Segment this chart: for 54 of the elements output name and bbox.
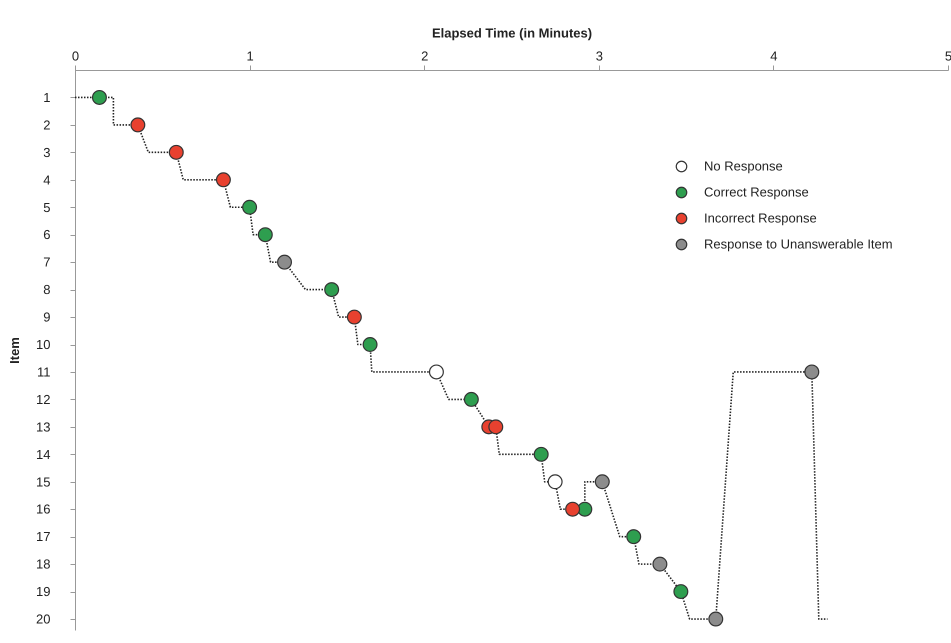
y-tick-label: 6 [43,227,50,242]
point [428,364,444,380]
legend-label: Incorrect Response [704,210,817,226]
point [346,310,362,325]
y-tick-label: 15 [36,474,50,490]
y-tick-label: 11 [37,364,50,380]
point [324,282,340,298]
x-tick-label: 4 [770,48,778,64]
point [577,502,592,517]
y-tick-label: 5 [43,200,50,215]
legend-label: No Response [704,158,783,174]
point [565,502,580,517]
point [92,90,107,105]
y-tick-label: 13 [36,419,50,434]
y-tick-label: 2 [43,117,50,132]
y-tick-label: 16 [36,502,50,517]
y-tick-label: 18 [36,556,50,572]
y-tick-label: 12 [36,392,50,407]
y-tick-label: 9 [43,310,50,325]
x-axis-title: Elapsed Time (in Minutes) [432,26,592,40]
point [130,117,146,132]
y-tick-label: 1 [43,90,50,105]
point [804,364,820,380]
point [362,337,378,352]
point [708,612,724,626]
point [534,446,549,462]
y-tick-label: 19 [36,584,50,600]
legend-label: Correct Response [704,184,809,200]
y-tick-label: 14 [36,446,50,462]
x-tick-label: 1 [246,48,254,64]
point [594,474,610,490]
point [216,172,231,188]
y-tick-label: 20 [36,612,50,627]
point [626,529,642,544]
y-tick-label: 10 [36,337,50,352]
legend-label: Response to Unanswerable Item [704,236,893,252]
point [673,584,688,600]
y-tick-label: 8 [43,282,50,298]
x-tick-label: 2 [421,48,428,64]
y-tick-label: 7 [43,254,50,270]
x-tick-label: 0 [72,48,80,64]
point [464,392,479,407]
point [277,254,292,270]
point [242,200,258,215]
point [168,144,184,160]
point [548,474,563,490]
point [488,419,504,434]
y-tick-label: 4 [43,172,50,188]
point [258,227,273,242]
x-tick-label: 3 [596,48,603,64]
y-tick-label: 17 [36,529,50,544]
y-tick-label: 3 [43,144,50,160]
y-axis-title: Item [7,337,22,364]
point [652,556,668,572]
